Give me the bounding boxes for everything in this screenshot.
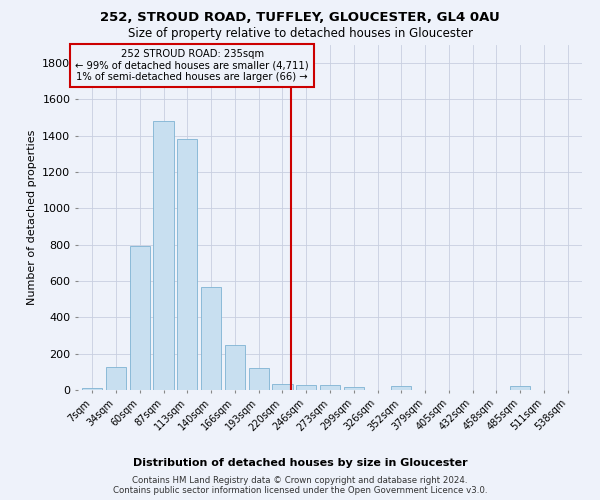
- Bar: [344, 388, 364, 390]
- Bar: [177, 138, 197, 390]
- Bar: [391, 386, 412, 390]
- Text: Contains HM Land Registry data © Crown copyright and database right 2024.
Contai: Contains HM Land Registry data © Crown c…: [113, 476, 487, 495]
- Bar: [130, 246, 150, 390]
- Text: Distribution of detached houses by size in Gloucester: Distribution of detached houses by size …: [133, 458, 467, 468]
- Bar: [510, 386, 530, 390]
- Bar: [272, 384, 293, 390]
- Text: 252 STROUD ROAD: 235sqm
← 99% of detached houses are smaller (4,711)
1% of semi-: 252 STROUD ROAD: 235sqm ← 99% of detache…: [76, 48, 309, 82]
- Bar: [225, 344, 245, 390]
- Bar: [320, 385, 340, 390]
- Bar: [296, 385, 316, 390]
- Text: 252, STROUD ROAD, TUFFLEY, GLOUCESTER, GL4 0AU: 252, STROUD ROAD, TUFFLEY, GLOUCESTER, G…: [100, 11, 500, 24]
- Bar: [154, 122, 173, 390]
- Bar: [106, 368, 126, 390]
- Bar: [82, 388, 103, 390]
- Bar: [248, 368, 269, 390]
- Y-axis label: Number of detached properties: Number of detached properties: [26, 130, 37, 305]
- Text: Size of property relative to detached houses in Gloucester: Size of property relative to detached ho…: [128, 28, 473, 40]
- Bar: [201, 286, 221, 390]
